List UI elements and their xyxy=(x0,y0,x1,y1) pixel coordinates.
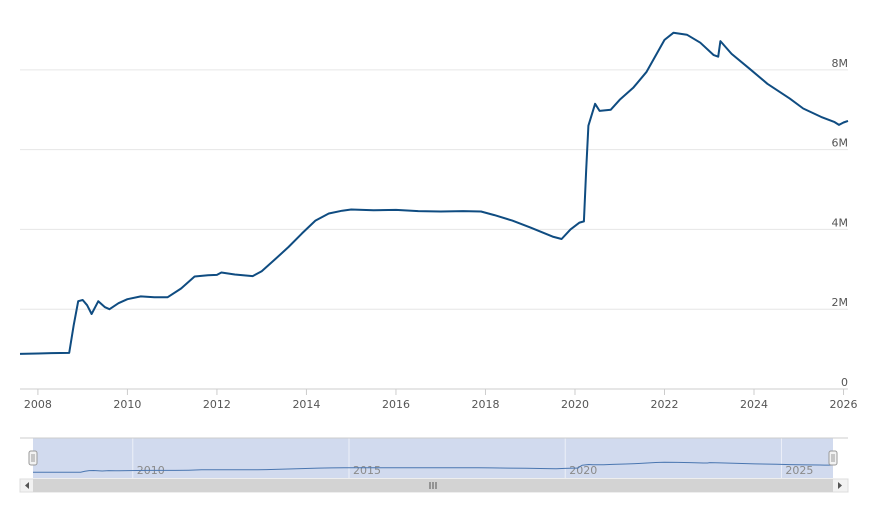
y-tick-label: 0 xyxy=(841,376,848,389)
navigator-tick-label: 2025 xyxy=(785,464,813,477)
navigator-tick-label: 2020 xyxy=(569,464,597,477)
x-tick-label: 2010 xyxy=(113,398,141,411)
series-line[interactable] xyxy=(19,31,849,355)
x-tick-label: 2022 xyxy=(650,398,678,411)
x-tick-label: 2016 xyxy=(382,398,410,411)
y-axis-ticks: 0 2M 4M 6M 8M xyxy=(832,57,849,389)
grid-lines xyxy=(20,69,848,390)
x-tick-label: 2008 xyxy=(24,398,52,411)
y-tick-label: 6M xyxy=(832,137,849,150)
navigator-series-line xyxy=(33,461,834,473)
y-tick-label: 4M xyxy=(832,216,849,229)
x-tick-label: 2014 xyxy=(292,398,320,411)
x-axis-ticks: 2008 2010 2012 2014 2016 2018 2020 2022 2024 2026 xyxy=(24,389,858,411)
x-tick-label: 2026 xyxy=(830,398,858,411)
x-tick-label: 2012 xyxy=(203,398,231,411)
handle-body[interactable] xyxy=(828,450,838,466)
navigator[interactable]: 2010 2015 2020 2025 xyxy=(20,437,848,478)
x-tick-label: 2018 xyxy=(471,398,499,411)
y-tick-label: 8M xyxy=(832,57,849,70)
navigator-tick-label: 2015 xyxy=(353,464,381,477)
scroll-right-arrow-icon[interactable] xyxy=(838,482,842,489)
handle-body[interactable] xyxy=(28,450,38,466)
y-tick-label: 2M xyxy=(832,296,849,309)
scrollbar[interactable] xyxy=(19,478,849,493)
navigator-left-handle[interactable] xyxy=(28,450,38,466)
x-tick-label: 2024 xyxy=(740,398,768,411)
navigator-right-handle[interactable] xyxy=(828,450,838,466)
scroll-left-arrow-icon[interactable] xyxy=(25,482,29,489)
navigator-selected-range[interactable] xyxy=(33,438,833,478)
x-tick-label: 2020 xyxy=(561,398,589,411)
navigator-ticks: 2010 2015 2020 2025 xyxy=(132,438,813,478)
scrollbar-grip-icon xyxy=(429,482,437,489)
